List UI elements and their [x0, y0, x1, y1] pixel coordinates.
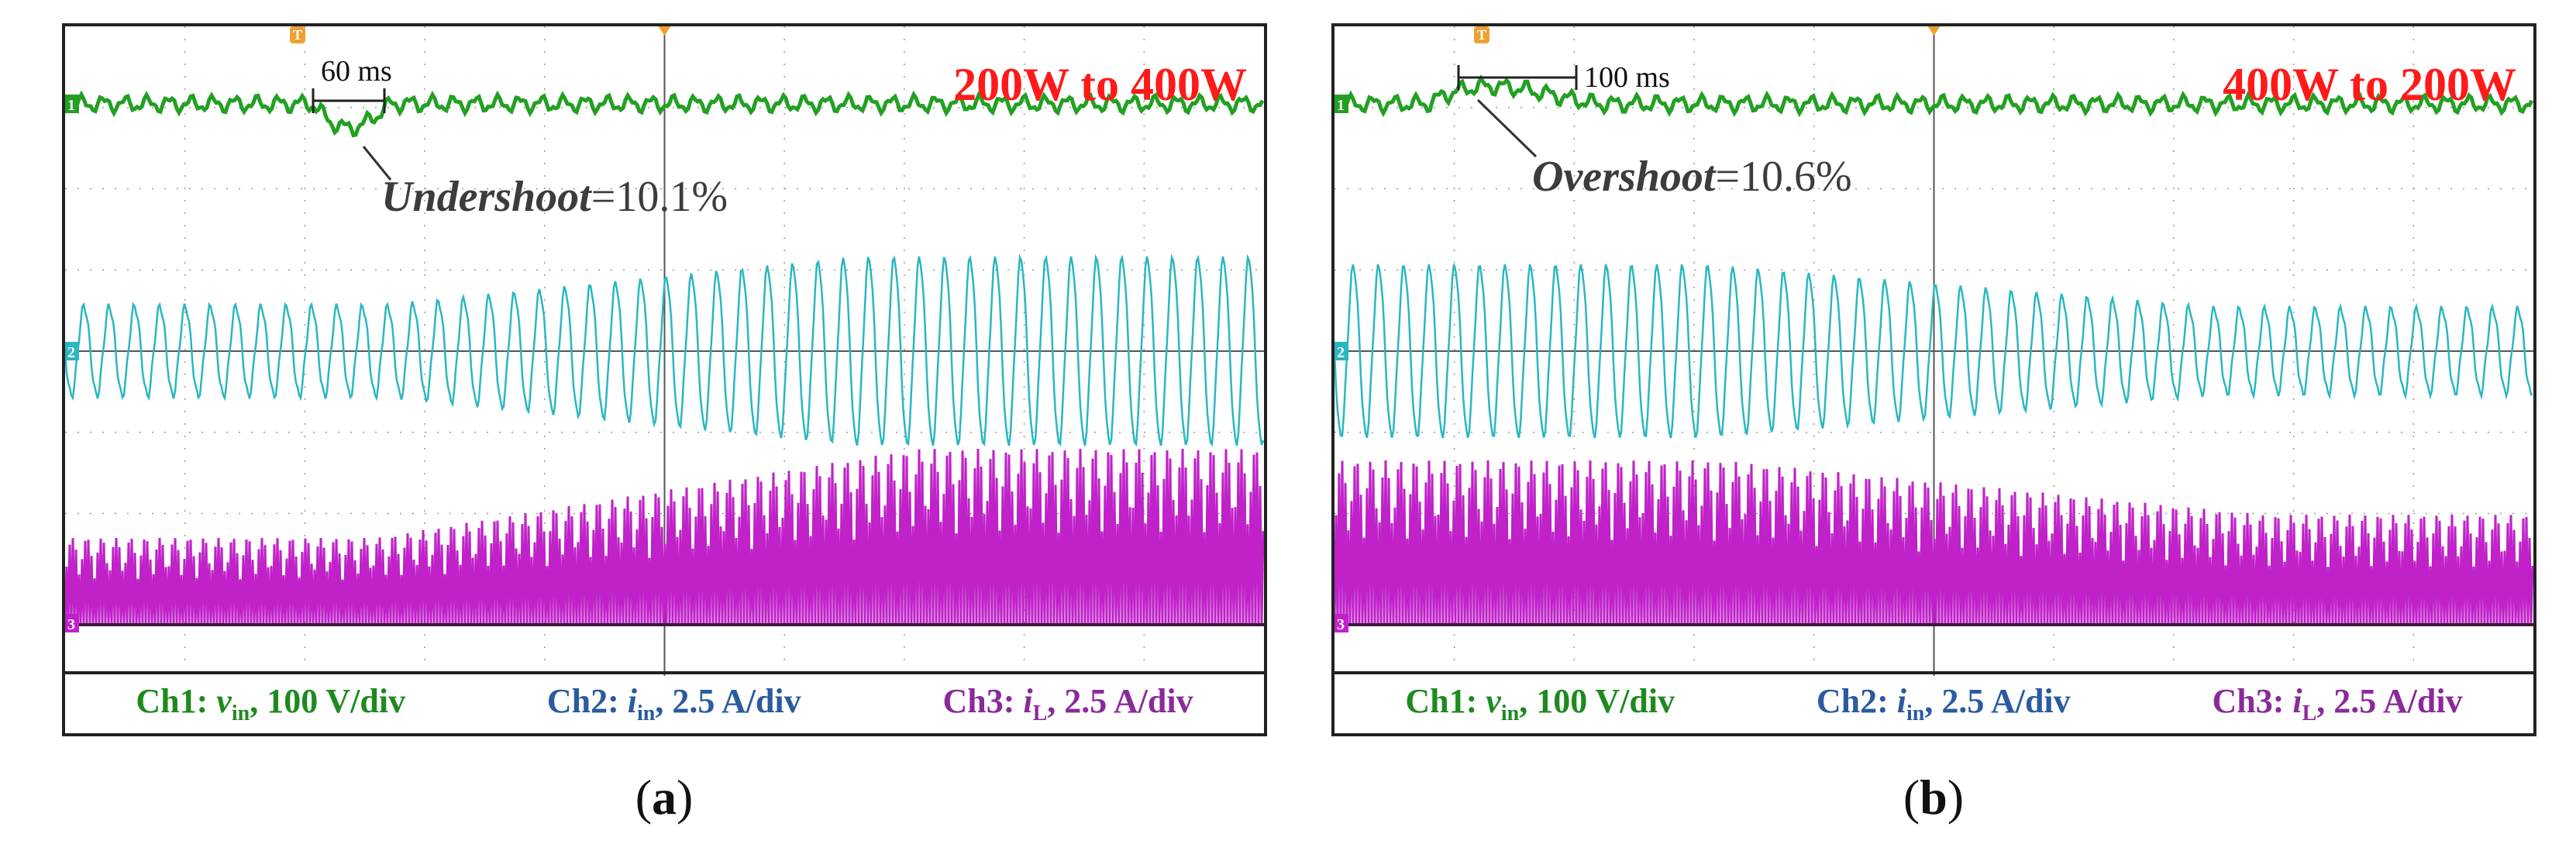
channel-marker-label-3: 3	[1337, 616, 1345, 633]
annotation-text: Undershoot=10.1%	[381, 173, 728, 221]
trace-ch2	[65, 253, 1264, 447]
time-span-label: 60 ms	[321, 55, 392, 88]
panel-title: 400W to 200W	[2223, 59, 2516, 110]
panel-title: 200W to 400W	[953, 59, 1247, 110]
scope-panel-b: 1 2 3 T 400W to 200W 100 ms Overshoot=10.6%…	[1331, 23, 2536, 736]
caption-a: (a)	[635, 770, 694, 825]
trace-ch3	[65, 448, 1264, 624]
channel-marker-label-2: 2	[67, 344, 75, 361]
trace-ch1	[65, 90, 1264, 138]
cursor-marker	[290, 26, 305, 43]
trace-ch1	[1334, 74, 2533, 118]
trace-ch2	[1334, 264, 2533, 439]
scope-screen-b: 1 2 3 T 400W to 200W 100 ms Overshoot=10.6%	[1334, 26, 2533, 676]
channel-marker-label-1: 1	[67, 97, 75, 114]
channel-marker-3	[1334, 614, 1348, 632]
channel-legend: Ch1: vin, 100 V/div Ch2: iin, 2.5 A/div …	[1334, 671, 2533, 733]
cursor-marker-label: T	[293, 27, 302, 43]
channel-marker-1	[65, 95, 79, 113]
annotation-leader	[362, 146, 392, 181]
channel-marker-label-2: 2	[1337, 344, 1345, 361]
trigger-marker	[1927, 26, 1941, 36]
channel-marker-2	[65, 342, 79, 360]
channel-marker-label-1: 1	[1337, 97, 1345, 114]
channel-marker-1	[1334, 95, 1348, 113]
caption-b: (b)	[1903, 770, 1965, 825]
legend-ch3: Ch3: iL, 2.5 A/div	[942, 682, 1193, 725]
trace-ch3	[1334, 460, 2533, 624]
cursor-marker-label: T	[1477, 27, 1486, 43]
channel-marker-3	[65, 614, 79, 632]
legend-ch2: Ch2: iin, 2.5 A/div	[546, 682, 801, 725]
scope-screen-a: 1 2 3 T 200W to 400W 60 ms Undershoot=10.1%	[65, 26, 1264, 676]
trigger-marker	[658, 26, 671, 36]
cursor-marker	[1474, 26, 1489, 43]
time-span-label: 100 ms	[1584, 61, 1670, 94]
legend-ch1: Ch1: vin, 100 V/div	[1405, 682, 1675, 725]
channel-legend: Ch1: vin, 100 V/div Ch2: iin, 2.5 A/div …	[65, 671, 1264, 733]
legend-ch2: Ch2: iin, 2.5 A/div	[1816, 682, 2071, 725]
annotation-leader	[1476, 98, 1538, 158]
channel-marker-2	[1334, 342, 1348, 360]
legend-ch1: Ch1: vin, 100 V/div	[136, 682, 406, 725]
legend-ch3: Ch3: iL, 2.5 A/div	[2212, 682, 2463, 725]
scope-panel-a: 1 2 3 T 200W to 400W 60 ms Undershoot=10.1%…	[62, 23, 1267, 736]
annotation-text: Overshoot=10.6%	[1532, 153, 1852, 201]
channel-marker-label-3: 3	[67, 616, 75, 633]
